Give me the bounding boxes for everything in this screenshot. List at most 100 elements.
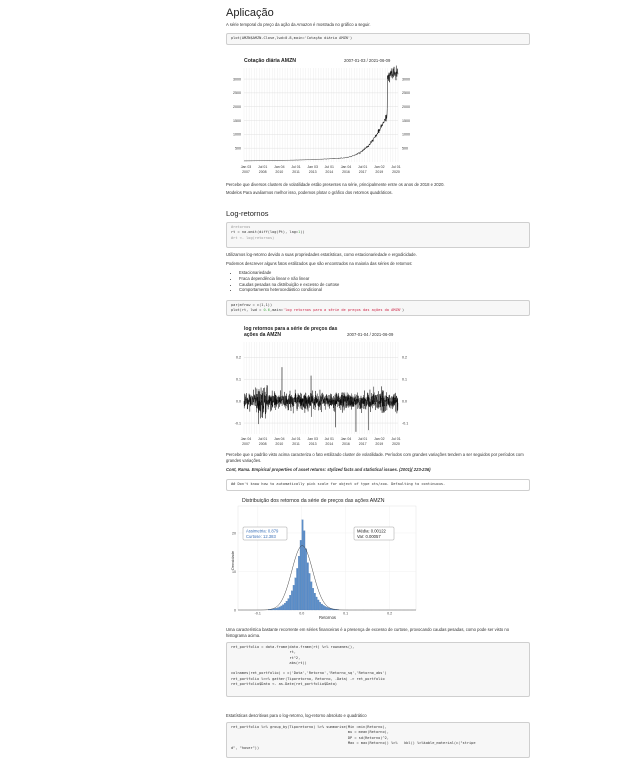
x-tick-year-label: 2013: [309, 170, 317, 174]
chart3-ylabel: Densidade: [230, 550, 235, 570]
x-tick-year-label: 2017: [359, 170, 367, 174]
x-tick-label: Jan 04: [241, 437, 252, 441]
paragraph-descriptive-stats: Estatísticas descritivas para o log-reto…: [226, 713, 367, 718]
stats-box-left: [242, 526, 288, 541]
code-block-portfolio: ret_portfolio = data.frame(data.frame(rt…: [226, 642, 530, 697]
log-returns-series-line: [243, 367, 399, 432]
x-tick-label: Jul 01: [391, 437, 400, 441]
x-tick-year-label: 2008: [259, 442, 267, 446]
histogram-bar: [315, 596, 318, 611]
histogram-bar: [277, 607, 279, 611]
x-tick-year-label: 2019: [375, 170, 383, 174]
x-tick-label: Jan 04: [341, 165, 352, 169]
histogram-bar: [308, 573, 311, 611]
histogram-bar: [303, 530, 306, 611]
x-tick-year-label: 2020: [392, 170, 400, 174]
code-block-plot: plot(AMZN$AMZN.Close,lwd=0.8,main='Cotaç…: [226, 33, 530, 45]
x-tick-year-label: 2007: [242, 442, 250, 446]
histogram-bar: [289, 595, 292, 611]
histogram-bar: [298, 556, 300, 611]
x-tick-year-label: 2016: [342, 170, 350, 174]
paragraph-kurtosis: Uma característica bastante recorrente e…: [226, 627, 510, 638]
citation: Cont, Rama. Empirical properties of asse…: [226, 467, 431, 472]
log-returns-chart-svg: log retornos para a série de preços das …: [235, 326, 408, 446]
x-tick-label: Jul 01: [391, 165, 400, 169]
x-tick-label: Jan 02: [374, 165, 385, 169]
histogram-bar: [328, 607, 330, 611]
x-tick-year-label: 2007: [242, 170, 250, 174]
stylized-facts-list: Estacionariedade Fraca dependência linea…: [226, 270, 539, 293]
chart2-title-line2: ações da AMZN: [244, 332, 281, 338]
x-tick-label: Jul 01: [325, 437, 334, 441]
x-tick-label: 0.1: [343, 612, 348, 616]
histogram-bar: [278, 606, 281, 611]
y-tick-label-left: 0.0: [236, 399, 241, 403]
x-tick-year-label: 2016: [342, 442, 350, 446]
log-returns-chart: log retornos para a série de preços das …: [226, 322, 426, 448]
y-tick-label-left: 3000: [233, 77, 241, 81]
y-tick-label-right: 3000: [402, 77, 410, 81]
code-block-returns: #retornos rt = na.omit(diff(log(Pt), lag…: [226, 222, 530, 248]
histogram-bar: [301, 519, 304, 611]
paragraph-log-return: Utilizamos log-retorno devido a suas pro…: [226, 252, 417, 257]
histogram-bar: [313, 593, 316, 611]
x-tick-label: Jul 01: [258, 437, 267, 441]
x-tick-label: Jan 03: [307, 437, 318, 441]
paragraph-models: Modelos Para avaliarmos melhor isso, pod…: [226, 190, 393, 195]
histogram-bar: [294, 577, 297, 611]
y-tick-label-right: -0.1: [402, 421, 408, 425]
x-tick-year-label: 2008: [259, 170, 267, 174]
y-tick-label-left: 2000: [233, 105, 241, 109]
stats-box-right: [353, 526, 395, 541]
x-tick-year-label: 2010: [275, 442, 283, 446]
code-block-summarise: ret_portfolio %>% group_by(Tiporetorno) …: [226, 722, 530, 758]
list-item: Estacionariedade: [239, 270, 539, 276]
histogram-bar: [306, 562, 309, 611]
histogram-bar: [305, 548, 307, 611]
list-item: Comportamento heterocedástico condiciona…: [239, 287, 539, 293]
x-tick-year-label: 2014: [325, 442, 333, 446]
histogram-bar: [320, 603, 323, 611]
y-tick-label: 20: [232, 531, 236, 535]
x-tick-year-label: 2020: [392, 442, 400, 446]
normal-density-curve: [238, 545, 416, 611]
price-series-line: [244, 65, 399, 162]
y-tick-label-right: 2500: [402, 91, 410, 95]
chart3-xlabel: Retornos: [319, 615, 336, 620]
x-tick-label: 0.2: [387, 612, 392, 616]
code-output-warning: ## Don't know how to automatically pick …: [226, 479, 530, 491]
x-tick-label: Jul 01: [258, 165, 267, 169]
paragraph-volatility-cluster: Percebe que o padrão visto acima caracte…: [226, 452, 524, 463]
x-tick-label: Jul 01: [291, 437, 300, 441]
x-tick-label: Jul 01: [291, 165, 300, 169]
x-tick-label: Jan 02: [374, 437, 385, 441]
x-tick-label: -0.1: [255, 612, 261, 616]
histogram-bar: [282, 604, 285, 611]
paragraph-stylized-facts: Podemos descrever alguns fatos estilizad…: [226, 261, 413, 266]
x-tick-label: 0.0: [299, 612, 304, 616]
histogram-bar: [291, 590, 293, 611]
histogram-chart: Distribuição dos retornos da série de pr…: [226, 494, 418, 622]
y-tick-label-left: 1000: [233, 133, 241, 137]
x-tick-label: Jan 04: [274, 437, 285, 441]
y-tick-label-right: 500: [402, 146, 408, 150]
y-tick-label-left: 2500: [233, 91, 241, 95]
chart2-range: 2007-01-04 / 2021-06-09: [347, 332, 394, 337]
histogram-bar: [284, 603, 286, 611]
x-tick-label: Jan 03: [241, 165, 252, 169]
chart1-range: 2007-01-03 / 2021-06-09: [344, 58, 391, 63]
histogram-bar: [296, 568, 299, 611]
asymmetry-label: Assimetria: 0.879: [246, 529, 279, 534]
x-tick-year-label: 2011: [292, 442, 300, 446]
x-tick-year-label: 2014: [325, 170, 333, 174]
y-tick-label: 0: [234, 608, 236, 612]
x-tick-label: Jul 01: [325, 165, 334, 169]
paragraph-clusters: Percebe que diversos clusters de volatil…: [226, 182, 445, 187]
y-tick-label-left: -0.1: [235, 421, 241, 425]
code-block-plot-returns: par(mfrow = c(1,1)) plot(rt, lwd = 0.6,m…: [226, 300, 530, 316]
histogram-bar: [317, 599, 320, 611]
x-tick-year-label: 2010: [275, 170, 283, 174]
chart3-title: Distribuição dos retornos da série de pr…: [242, 498, 385, 504]
histogram-bar: [310, 581, 313, 611]
x-tick-year-label: 2017: [359, 442, 367, 446]
